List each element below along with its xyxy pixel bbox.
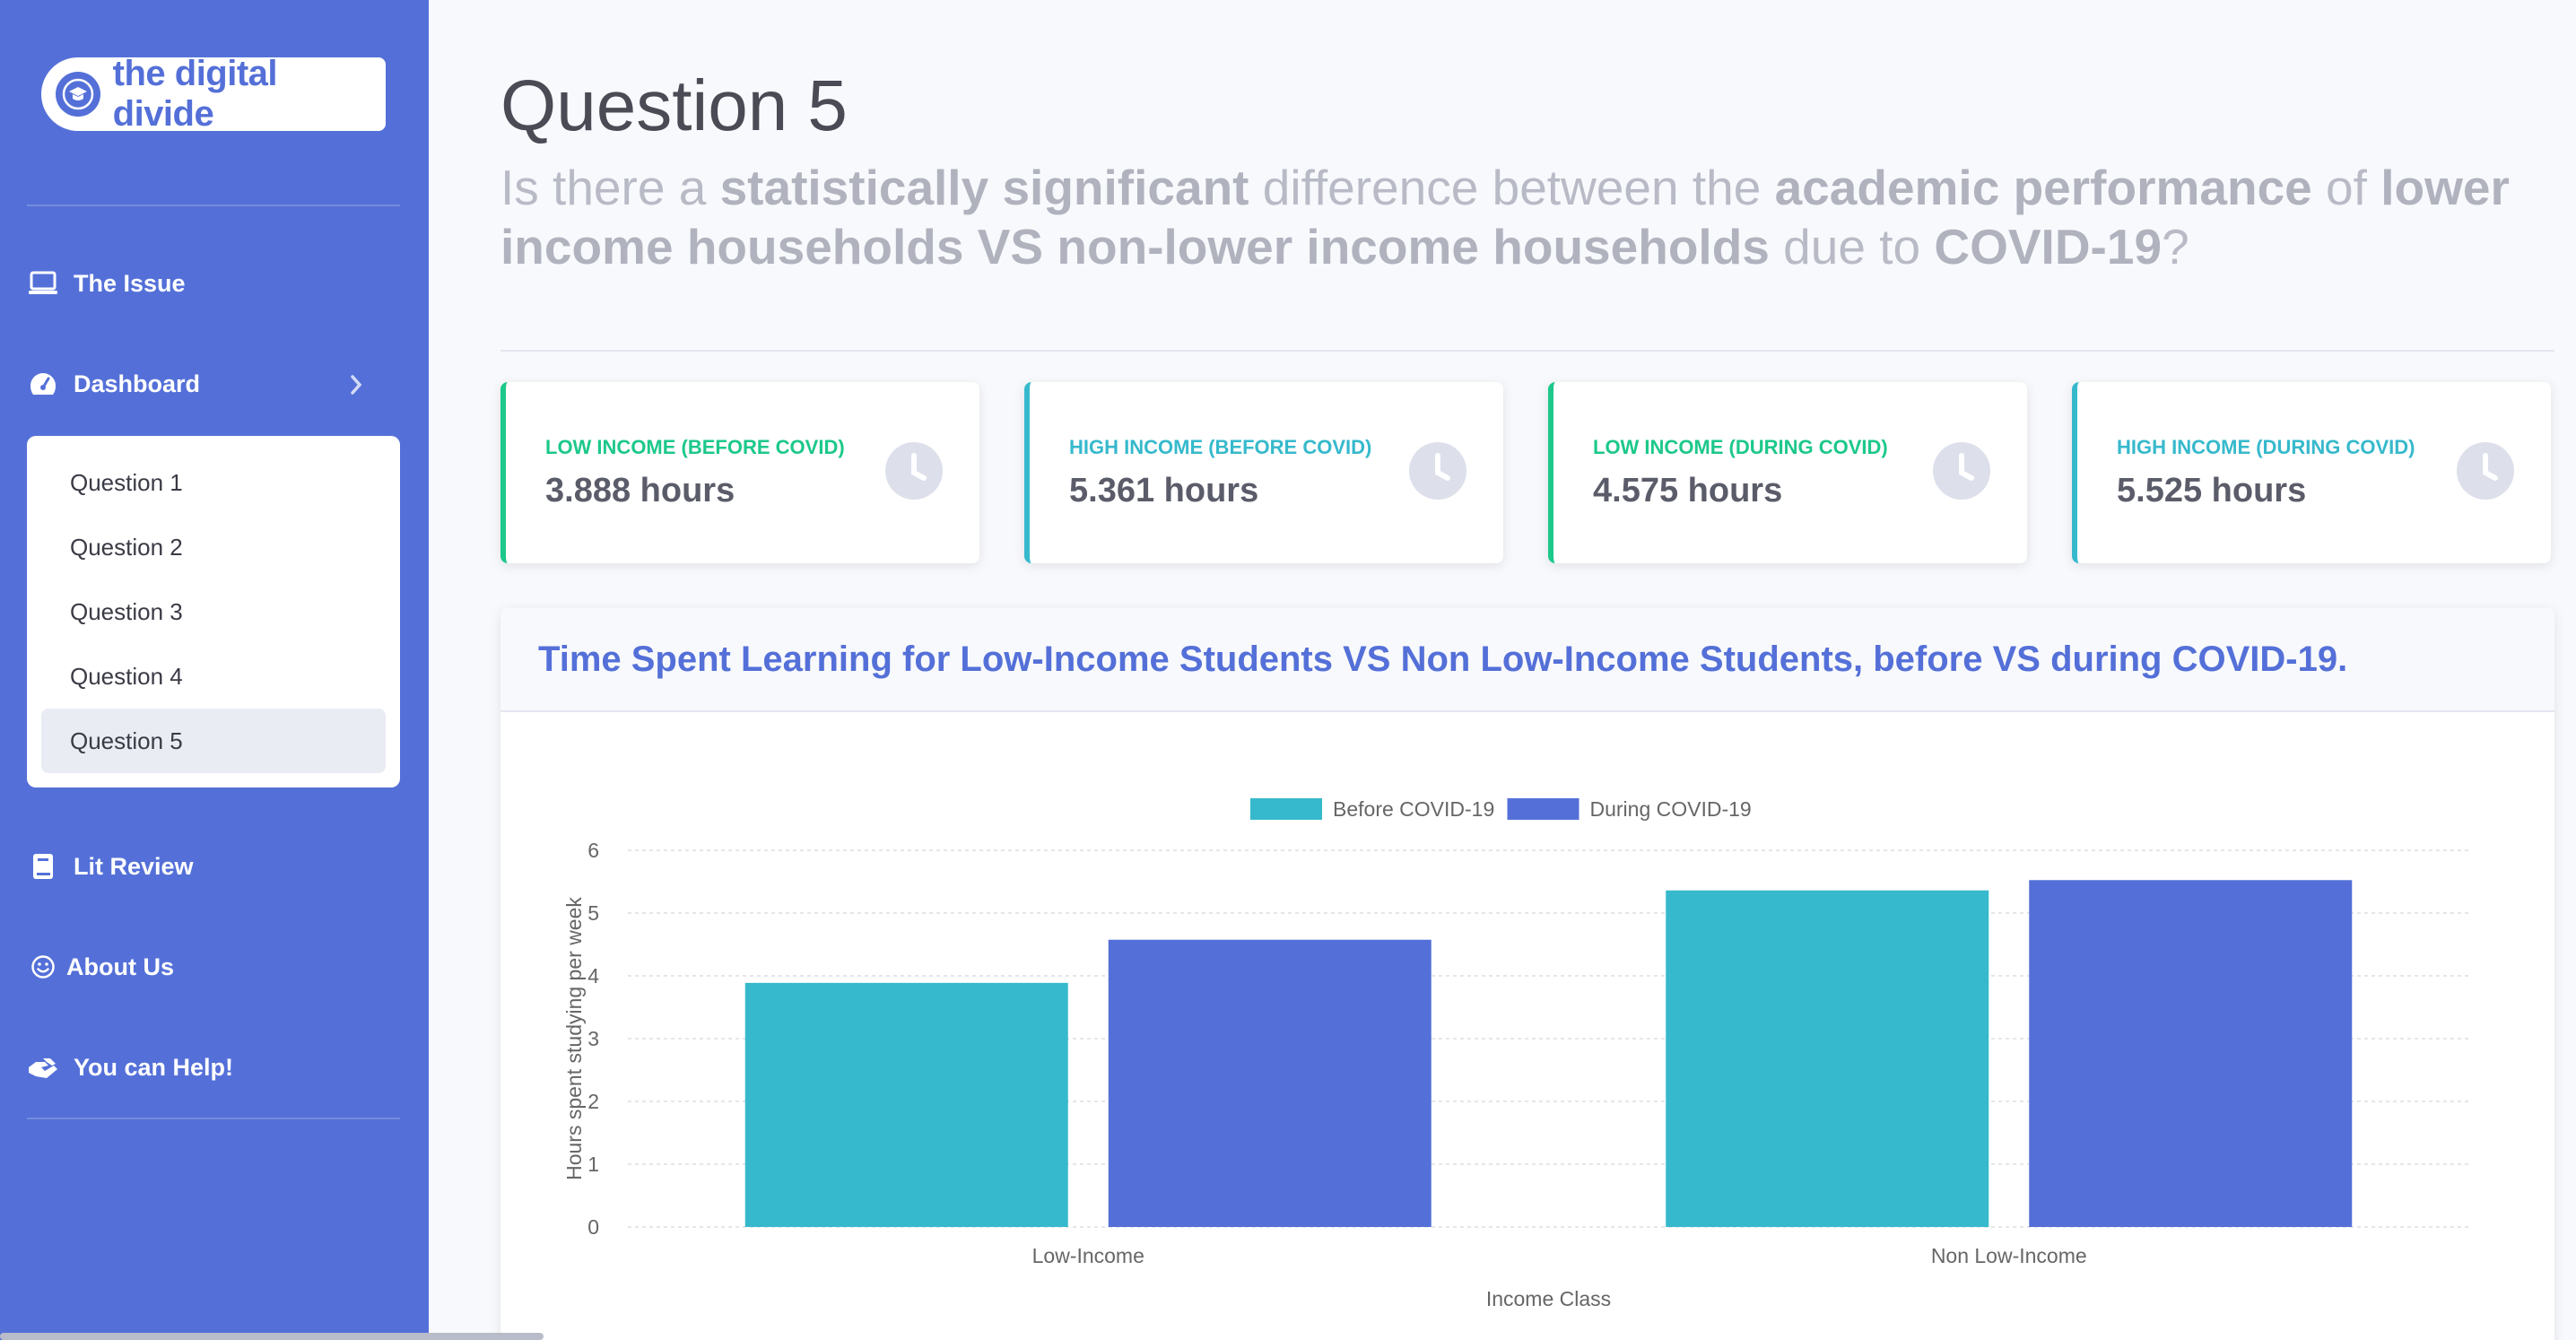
page-title: Question 5 xyxy=(500,65,848,145)
dashboard-submenu: Question 1 Question 2 Question 3 Questio… xyxy=(27,436,400,787)
submenu-question-1[interactable]: Question 1 xyxy=(70,468,183,496)
brand-name: the digital divide xyxy=(112,54,278,134)
nav-you-can-help[interactable]: You can Help! xyxy=(27,1051,233,1083)
clock-icon xyxy=(885,442,943,500)
sidebar: the digital divide The Issue Dashboard Q… xyxy=(0,0,429,1340)
stat-card-high-income-before: High Income (Before COVID) 5.361 hours xyxy=(1024,382,1503,563)
nav-label: You can Help! xyxy=(74,1053,234,1081)
nav-label: Lit Review xyxy=(74,852,194,880)
stat-label: High Income (During COVID) xyxy=(2117,436,2415,458)
header-divider xyxy=(500,350,2554,352)
smile-icon xyxy=(27,951,59,983)
question-part: difference between the xyxy=(1249,160,1775,215)
clock-icon xyxy=(2457,442,2514,500)
y-tick-label: 1 xyxy=(587,1153,599,1176)
nav-lit-review[interactable]: Lit Review xyxy=(27,850,194,883)
y-tick-label: 0 xyxy=(587,1215,599,1239)
bar-chart: 0 1 2 3 4 5 6 Low-Income Non Low-Income Income Cl… xyxy=(562,797,2469,1310)
nav-label: About Us xyxy=(66,953,174,980)
y-tick-label: 4 xyxy=(587,964,599,988)
sidebar-divider xyxy=(27,204,400,206)
stat-value: 5.361 hours xyxy=(1069,472,1259,509)
stat-label: High Income (Before COVID) xyxy=(1069,436,1372,458)
question-part: due to xyxy=(1769,219,1935,274)
nav-dashboard[interactable]: Dashboard xyxy=(27,368,200,400)
stat-card-high-income-during: High Income (During COVID) 5.525 hours xyxy=(2072,382,2551,563)
chart-title: Time Spent Learning for Low-Income Stude… xyxy=(538,639,2348,679)
hands-helping-icon xyxy=(27,1051,59,1083)
question-part: of xyxy=(2311,160,2381,215)
x-tick-label: Low-Income xyxy=(1032,1244,1144,1267)
chevron-right-icon[interactable] xyxy=(344,371,368,398)
stat-value: 5.525 hours xyxy=(2117,472,2307,509)
legend-label: During COVID-19 xyxy=(1590,797,1752,821)
brand-logo[interactable]: the digital divide xyxy=(41,54,386,134)
question-part: statistically significant xyxy=(719,160,1249,215)
stat-label: Low Income (During COVID) xyxy=(1593,436,1888,458)
y-tick-label: 3 xyxy=(587,1027,599,1050)
bar xyxy=(2029,880,2353,1227)
nav-the-issue[interactable]: The Issue xyxy=(27,267,186,300)
page-question: Is there a statistically significant dif… xyxy=(500,158,2554,276)
submenu-question-5[interactable]: Question 5 xyxy=(41,709,386,773)
question-part: Is there a xyxy=(500,160,720,215)
stat-card-low-income-during: Low Income (During COVID) 4.575 hours xyxy=(1548,382,2027,563)
stat-value: 3.888 hours xyxy=(545,472,735,509)
y-tick-label: 2 xyxy=(587,1090,599,1113)
clock-icon xyxy=(1409,442,1466,500)
nav-label: Dashboard xyxy=(74,370,201,397)
bar xyxy=(1666,890,1989,1227)
sidebar-divider xyxy=(27,1118,400,1119)
tachometer-icon xyxy=(27,368,59,400)
chart-card: Time Spent Learning for Low-Income Stude… xyxy=(500,608,2554,1340)
stat-card-low-income-before: Low Income (Before COVID) 3.888 hours xyxy=(500,382,979,563)
laptop-icon xyxy=(27,267,59,300)
legend-swatch xyxy=(1250,798,1322,820)
nav-label: The Issue xyxy=(74,269,186,297)
question-part: ? xyxy=(2162,219,2189,274)
y-axis-label: Hours spent studying per week xyxy=(562,897,586,1180)
y-tick-label: 6 xyxy=(587,839,599,862)
question-part: lower income households VS non-lower inc… xyxy=(500,160,2510,274)
y-tick-label: 5 xyxy=(587,901,599,925)
stat-label: Low Income (Before COVID) xyxy=(545,436,845,458)
clock-icon xyxy=(1933,442,1990,500)
nav-about-us[interactable]: About Us xyxy=(27,951,174,983)
legend-swatch xyxy=(1507,798,1580,820)
question-part: COVID-19 xyxy=(1934,219,2163,274)
x-axis-label: Income Class xyxy=(1486,1287,1611,1310)
stat-value: 4.575 hours xyxy=(1593,472,1783,509)
submenu-question-4[interactable]: Question 4 xyxy=(70,662,183,690)
chart-header: Time Spent Learning for Low-Income Stude… xyxy=(500,608,2554,712)
question-part: academic performance xyxy=(1774,160,2312,215)
bar xyxy=(1108,939,1432,1227)
graduation-cap-icon xyxy=(56,72,100,117)
submenu-question-2[interactable]: Question 2 xyxy=(70,533,183,561)
x-tick-label: Non Low-Income xyxy=(1931,1244,2087,1267)
horizontal-scrollbar[interactable] xyxy=(0,1333,544,1340)
legend-label: Before COVID-19 xyxy=(1333,797,1494,821)
book-icon xyxy=(27,850,59,883)
bar xyxy=(744,982,1068,1227)
submenu-question-3[interactable]: Question 3 xyxy=(70,597,183,625)
